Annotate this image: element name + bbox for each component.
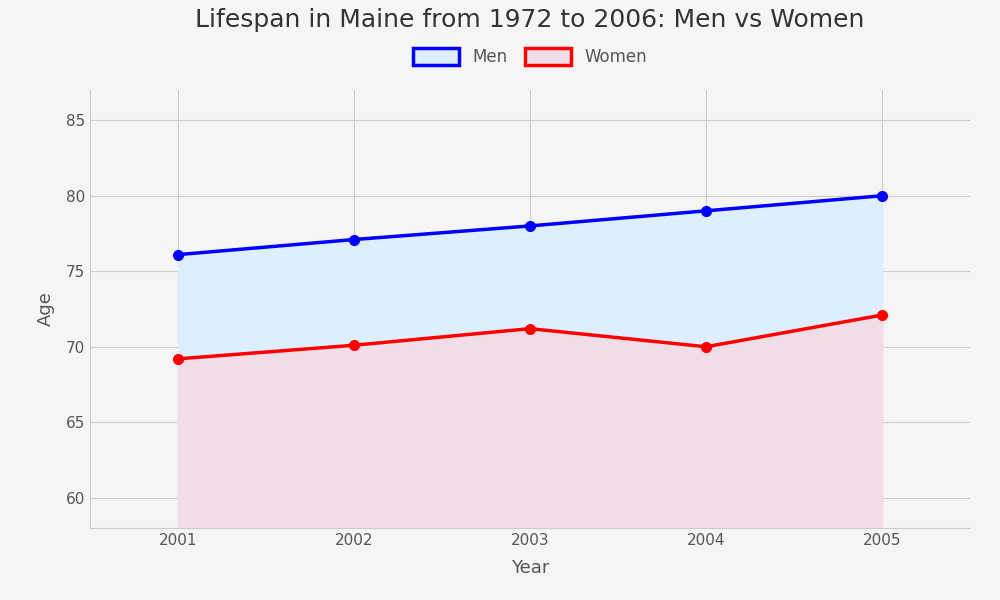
Legend: Men, Women: Men, Women [406,41,654,73]
X-axis label: Year: Year [511,559,549,577]
Title: Lifespan in Maine from 1972 to 2006: Men vs Women: Lifespan in Maine from 1972 to 2006: Men… [195,8,865,32]
Y-axis label: Age: Age [37,292,55,326]
